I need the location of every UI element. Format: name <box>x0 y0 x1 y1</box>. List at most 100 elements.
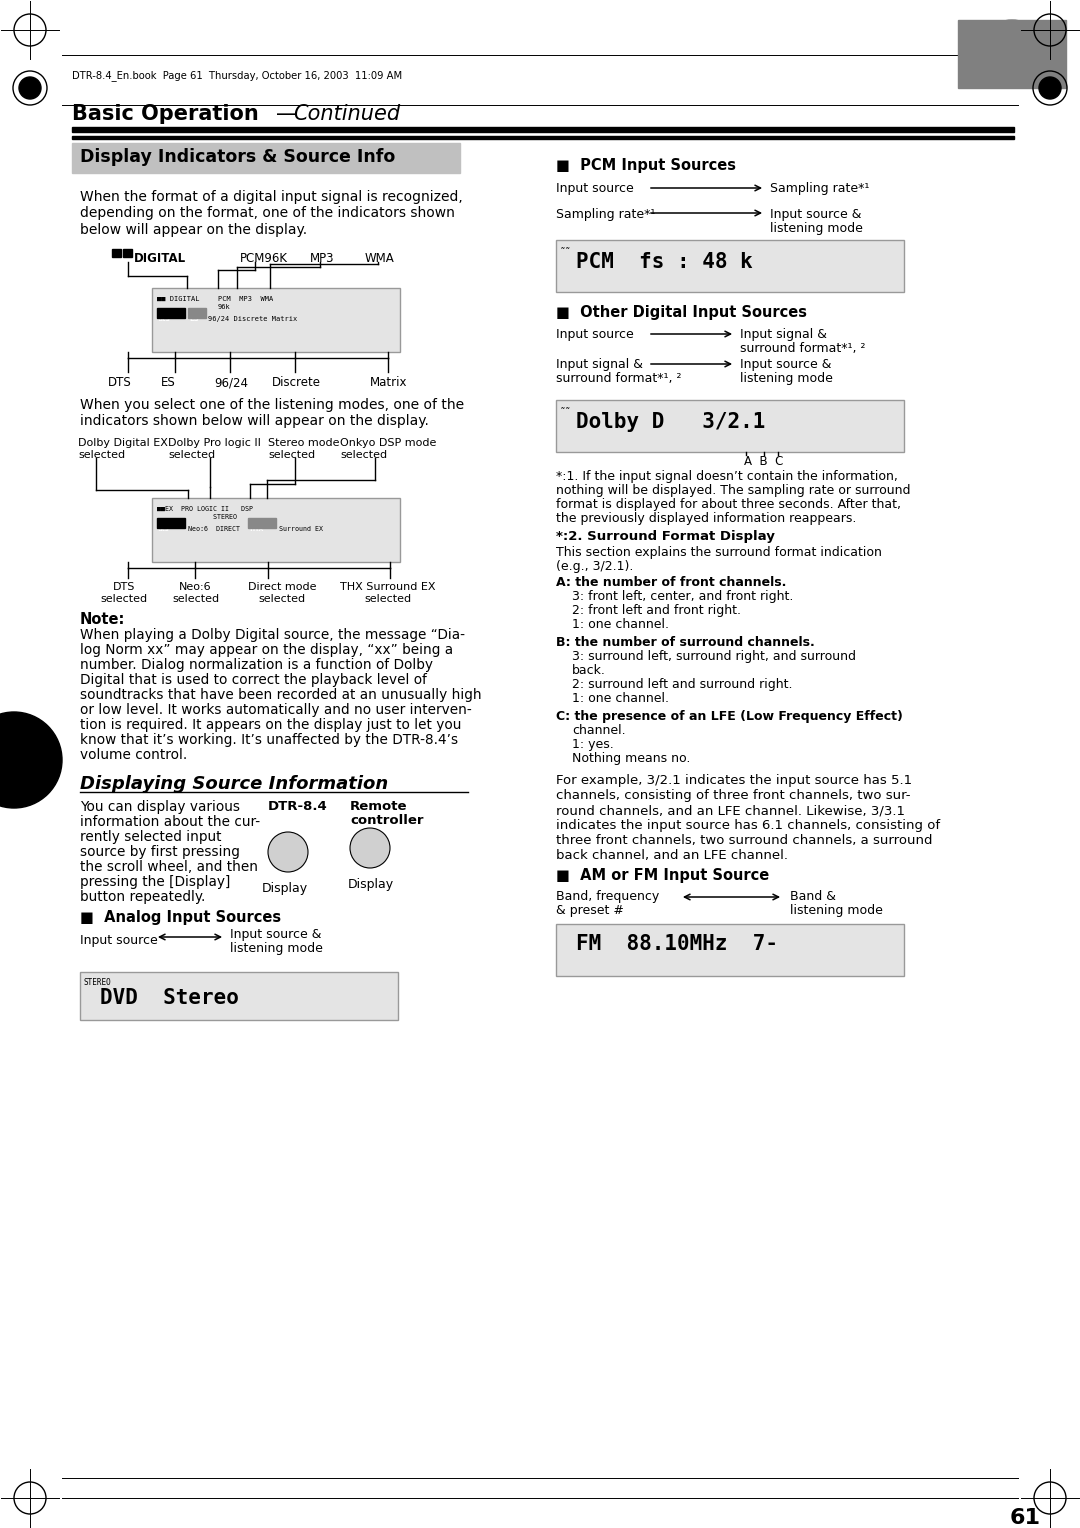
Text: volume control.: volume control. <box>80 749 187 762</box>
Text: nothing will be displayed. The sampling rate or surround: nothing will be displayed. The sampling … <box>556 484 910 497</box>
Bar <box>112 249 121 257</box>
Text: Basic Operation: Basic Operation <box>72 104 259 124</box>
Text: listening mode: listening mode <box>740 371 833 385</box>
Text: controller: controller <box>350 814 423 827</box>
Text: Input source: Input source <box>556 329 634 341</box>
Text: This section explains the surround format indication: This section explains the surround forma… <box>556 545 882 559</box>
Text: Display Indicators & Source Info: Display Indicators & Source Info <box>80 148 395 167</box>
Text: back channel, and an LFE channel.: back channel, and an LFE channel. <box>556 850 788 862</box>
Text: Input source &: Input source & <box>230 927 322 941</box>
Text: Input source &: Input source & <box>740 358 832 371</box>
Text: Remote: Remote <box>350 801 407 813</box>
Circle shape <box>350 828 390 868</box>
Text: PCM  MP3  WMA: PCM MP3 WMA <box>218 296 273 303</box>
Text: channel.: channel. <box>572 724 625 736</box>
Text: below will appear on the display.: below will appear on the display. <box>80 223 307 237</box>
Text: DTR-8.4_En.book  Page 61  Thursday, October 16, 2003  11:09 AM: DTR-8.4_En.book Page 61 Thursday, Octobe… <box>72 70 402 81</box>
Text: pressing the [Display]: pressing the [Display] <box>80 876 230 889</box>
Text: listening mode: listening mode <box>230 941 323 955</box>
Text: surround format*¹, ²: surround format*¹, ² <box>556 371 681 385</box>
Text: tion is required. It appears on the display just to let you: tion is required. It appears on the disp… <box>80 718 461 732</box>
Text: ES: ES <box>161 376 176 390</box>
Text: format is displayed for about three seconds. After that,: format is displayed for about three seco… <box>556 498 901 510</box>
Text: Digital that is used to correct the playback level of: Digital that is used to correct the play… <box>80 672 427 688</box>
Text: WMA: WMA <box>365 252 395 264</box>
Text: ■■ DIGITAL: ■■ DIGITAL <box>157 296 200 303</box>
Text: ■■EX  PRO LOGIC II   DSP: ■■EX PRO LOGIC II DSP <box>157 506 253 512</box>
Text: dts: dts <box>158 316 171 322</box>
Text: information about the cur-: information about the cur- <box>80 814 260 830</box>
Text: 3: surround left, surround right, and surround: 3: surround left, surround right, and su… <box>572 649 856 663</box>
Text: Display: Display <box>262 882 308 895</box>
Bar <box>80 972 399 1021</box>
Text: three front channels, two surround channels, a surround: three front channels, two surround chann… <box>556 834 932 847</box>
Text: 2: surround left and surround right.: 2: surround left and surround right. <box>572 678 793 691</box>
Text: For example, 3/2.1 indicates the input source has 5.1: For example, 3/2.1 indicates the input s… <box>556 775 913 787</box>
Text: 1: yes.: 1: yes. <box>572 738 613 750</box>
Text: listening mode: listening mode <box>770 222 863 235</box>
Bar <box>556 924 904 976</box>
Text: rently selected input: rently selected input <box>80 830 221 843</box>
Circle shape <box>268 833 308 872</box>
Text: DTS: DTS <box>108 376 132 390</box>
Bar <box>72 127 1014 131</box>
Text: When the format of a digital input signal is recognized,: When the format of a digital input signa… <box>80 189 462 205</box>
Text: Surround EX: Surround EX <box>279 526 323 532</box>
Bar <box>248 518 276 529</box>
Text: 1: one channel.: 1: one channel. <box>572 617 669 631</box>
Text: Input source: Input source <box>80 934 158 947</box>
Text: MP3: MP3 <box>310 252 335 264</box>
Text: (e.g., 3/2.1).: (e.g., 3/2.1). <box>556 559 633 573</box>
Text: Nothing means no.: Nothing means no. <box>572 752 690 766</box>
Text: 1: one channel.: 1: one channel. <box>572 692 669 704</box>
Text: 96/24: 96/24 <box>214 376 248 390</box>
Text: depending on the format, one of the indicators shown: depending on the format, one of the indi… <box>80 206 455 220</box>
Text: Dolby D   3/2.1: Dolby D 3/2.1 <box>576 413 766 432</box>
Text: Neo:6
selected: Neo:6 selected <box>172 582 219 604</box>
Text: When playing a Dolby Digital source, the message “Dia-: When playing a Dolby Digital source, the… <box>80 628 465 642</box>
Text: Continued: Continued <box>293 104 400 124</box>
Text: Neo:6  DIRECT: Neo:6 DIRECT <box>188 526 240 532</box>
Text: ■  Other Digital Input Sources: ■ Other Digital Input Sources <box>556 306 807 319</box>
Text: DIGITAL: DIGITAL <box>134 252 186 264</box>
Bar <box>958 20 1066 89</box>
Text: STEREO: STEREO <box>84 978 111 987</box>
Text: DVD  Stereo: DVD Stereo <box>100 989 239 1008</box>
Text: ES: ES <box>189 316 199 322</box>
Text: listening mode: listening mode <box>789 905 882 917</box>
Text: Dolby Digital EX
selected: Dolby Digital EX selected <box>78 439 167 460</box>
Text: ˜˜: ˜˜ <box>561 408 571 419</box>
Text: Input signal &: Input signal & <box>556 358 643 371</box>
Text: soundtracks that have been recorded at an unusually high: soundtracks that have been recorded at a… <box>80 688 482 701</box>
Text: back.: back. <box>572 665 606 677</box>
Text: 3: front left, center, and front right.: 3: front left, center, and front right. <box>572 590 794 604</box>
Text: round channels, and an LFE channel. Likewise, 3/3.1: round channels, and an LFE channel. Like… <box>556 804 905 817</box>
Bar <box>188 309 206 318</box>
Text: When you select one of the listening modes, one of the: When you select one of the listening mod… <box>80 397 464 413</box>
Text: Input source: Input source <box>556 182 634 196</box>
Text: ˜˜: ˜˜ <box>561 248 571 258</box>
Text: indicates the input source has 6.1 channels, consisting of: indicates the input source has 6.1 chann… <box>556 819 940 833</box>
Text: source by first pressing: source by first pressing <box>80 845 240 859</box>
Circle shape <box>0 712 62 808</box>
Text: indicators shown below will appear on the display.: indicators shown below will appear on th… <box>80 414 429 428</box>
Text: STEREO: STEREO <box>157 513 237 520</box>
Text: log Norm xx” may appear on the display, “xx” being a: log Norm xx” may appear on the display, … <box>80 643 454 657</box>
Text: button repeatedly.: button repeatedly. <box>80 889 205 905</box>
Text: Discrete: Discrete <box>272 376 321 390</box>
Text: ■  PCM Input Sources: ■ PCM Input Sources <box>556 157 735 173</box>
Bar <box>72 144 460 173</box>
Text: number. Dialog normalization is a function of Dolby: number. Dialog normalization is a functi… <box>80 659 433 672</box>
Text: A: the number of front channels.: A: the number of front channels. <box>556 576 786 588</box>
Text: Note:: Note: <box>80 613 125 626</box>
Text: Displaying Source Information: Displaying Source Information <box>80 775 388 793</box>
Bar <box>556 400 904 452</box>
Bar <box>157 518 185 529</box>
Text: Input signal &: Input signal & <box>740 329 827 341</box>
Bar <box>152 498 400 562</box>
Text: & preset #: & preset # <box>556 905 624 917</box>
Text: —: — <box>276 104 297 124</box>
Text: Band &: Band & <box>789 889 836 903</box>
Text: PCM96K: PCM96K <box>240 252 288 264</box>
Text: PCM  fs : 48 k: PCM fs : 48 k <box>576 252 753 272</box>
